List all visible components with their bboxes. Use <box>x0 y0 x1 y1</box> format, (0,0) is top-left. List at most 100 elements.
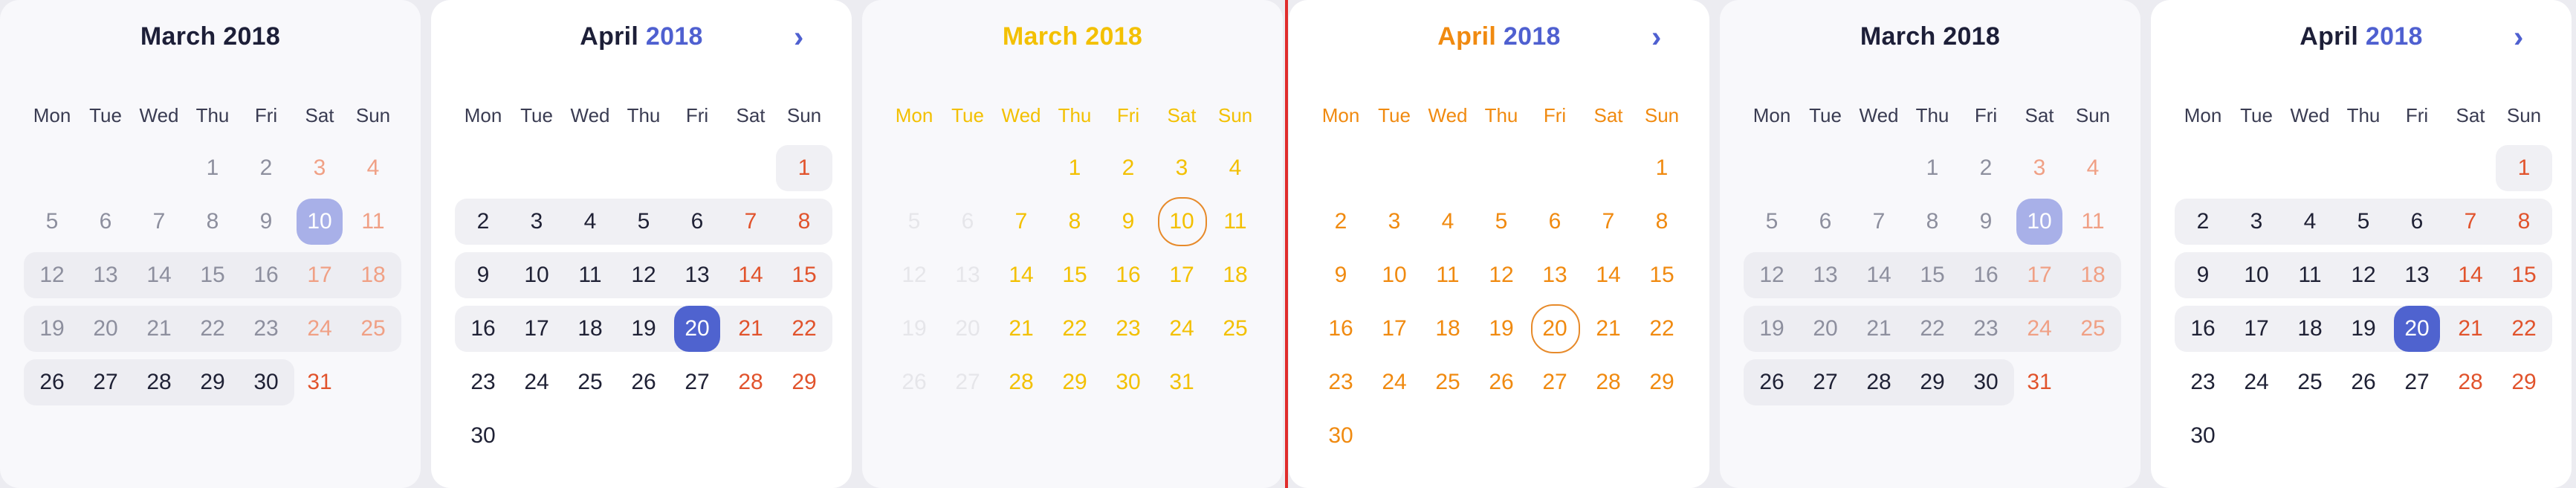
day-14[interactable]: 14 <box>2458 263 2483 287</box>
day-6[interactable]: 6 <box>690 209 704 234</box>
day-11[interactable]: 11 <box>2298 263 2322 287</box>
day-13[interactable]: 13 <box>1542 263 1567 287</box>
day-6[interactable]: 6 <box>99 209 112 234</box>
day-19[interactable]: 19 <box>39 316 65 341</box>
day-17[interactable]: 17 <box>1382 316 1407 341</box>
day-9[interactable]: 9 <box>476 263 490 287</box>
day-1[interactable]: 1 <box>206 155 219 180</box>
day-4[interactable]: 4 <box>1229 155 1242 180</box>
day-15[interactable]: 15 <box>792 263 817 287</box>
day-8[interactable]: 8 <box>1068 209 1081 234</box>
day-29[interactable]: 29 <box>1062 370 1087 394</box>
day-23[interactable]: 23 <box>253 316 279 341</box>
day-9[interactable]: 9 <box>2196 263 2210 287</box>
day-13[interactable]: 13 <box>93 263 118 287</box>
day-23[interactable]: 23 <box>1973 316 1999 341</box>
day-25[interactable]: 25 <box>1223 316 1248 341</box>
day-19[interactable]: 19 <box>2351 316 2376 341</box>
day-1[interactable]: 1 <box>1926 155 1939 180</box>
day-16[interactable]: 16 <box>2190 316 2216 341</box>
day-24[interactable]: 24 <box>524 370 549 394</box>
day-12[interactable]: 12 <box>1489 263 1514 287</box>
day-5[interactable]: 5 <box>637 209 650 234</box>
day-18[interactable]: 18 <box>2080 263 2106 287</box>
day-13[interactable]: 13 <box>1813 263 1838 287</box>
day-28[interactable]: 28 <box>738 370 763 394</box>
day-24[interactable]: 24 <box>1169 316 1194 341</box>
day-6[interactable]: 6 <box>961 209 974 234</box>
day-1[interactable]: 1 <box>797 155 811 180</box>
day-29[interactable]: 29 <box>1920 370 1945 394</box>
day-4[interactable]: 4 <box>2086 155 2100 180</box>
day-24[interactable]: 24 <box>2244 370 2269 394</box>
day-14[interactable]: 14 <box>1009 263 1034 287</box>
day-23[interactable]: 23 <box>470 370 496 394</box>
day-19[interactable]: 19 <box>1759 316 1784 341</box>
day-31[interactable]: 31 <box>307 370 332 394</box>
day-25[interactable]: 25 <box>2297 370 2323 394</box>
day-25[interactable]: 25 <box>577 370 603 394</box>
day-2[interactable]: 2 <box>1334 209 1347 234</box>
day-21[interactable]: 21 <box>738 316 763 341</box>
day-18[interactable]: 18 <box>1435 316 1460 341</box>
day-9[interactable]: 9 <box>1122 209 1135 234</box>
day-17[interactable]: 17 <box>2027 263 2052 287</box>
day-7[interactable]: 7 <box>1602 209 1615 234</box>
day-15[interactable]: 15 <box>1062 263 1087 287</box>
day-8[interactable]: 8 <box>206 209 219 234</box>
day-8[interactable]: 8 <box>797 209 811 234</box>
day-3[interactable]: 3 <box>313 155 326 180</box>
day-11[interactable]: 11 <box>1436 263 1460 287</box>
day-14[interactable]: 14 <box>1596 263 1621 287</box>
day-2[interactable]: 2 <box>1122 155 1135 180</box>
day-5[interactable]: 5 <box>2357 209 2370 234</box>
day-19[interactable]: 19 <box>902 316 927 341</box>
day-19[interactable]: 19 <box>631 316 656 341</box>
day-28[interactable]: 28 <box>1596 370 1621 394</box>
day-20[interactable]: 20 <box>1813 316 1838 341</box>
day-5[interactable]: 5 <box>907 209 921 234</box>
day-4[interactable]: 4 <box>1441 209 1454 234</box>
day-16[interactable]: 16 <box>1116 263 1141 287</box>
day-11[interactable]: 11 <box>578 263 602 287</box>
day-16[interactable]: 16 <box>470 316 496 341</box>
day-27[interactable]: 27 <box>93 370 118 394</box>
day-22[interactable]: 22 <box>200 316 225 341</box>
day-7[interactable]: 7 <box>744 209 757 234</box>
day-11[interactable]: 11 <box>2081 209 2105 234</box>
day-17[interactable]: 17 <box>307 263 332 287</box>
day-2[interactable]: 2 <box>259 155 273 180</box>
day-28[interactable]: 28 <box>146 370 172 394</box>
day-21[interactable]: 21 <box>1596 316 1621 341</box>
day-22[interactable]: 22 <box>1062 316 1087 341</box>
day-13[interactable]: 13 <box>2404 263 2430 287</box>
day-7[interactable]: 7 <box>1014 209 1028 234</box>
day-27[interactable]: 27 <box>1542 370 1567 394</box>
day-1[interactable]: 1 <box>2517 155 2531 180</box>
day-25[interactable]: 25 <box>1435 370 1460 394</box>
day-3[interactable]: 3 <box>1388 209 1401 234</box>
day-16[interactable]: 16 <box>253 263 279 287</box>
day-20[interactable]: 20 <box>2404 316 2430 341</box>
day-30[interactable]: 30 <box>1973 370 1999 394</box>
day-7[interactable]: 7 <box>1872 209 1886 234</box>
day-3[interactable]: 3 <box>2250 209 2263 234</box>
day-9[interactable]: 9 <box>259 209 273 234</box>
day-6[interactable]: 6 <box>2410 209 2424 234</box>
day-24[interactable]: 24 <box>1382 370 1407 394</box>
day-18[interactable]: 18 <box>577 316 603 341</box>
day-22[interactable]: 22 <box>792 316 817 341</box>
day-20[interactable]: 20 <box>955 316 980 341</box>
day-29[interactable]: 29 <box>2511 370 2537 394</box>
day-27[interactable]: 27 <box>1813 370 1838 394</box>
day-26[interactable]: 26 <box>631 370 656 394</box>
day-22[interactable]: 22 <box>2511 316 2537 341</box>
day-26[interactable]: 26 <box>902 370 927 394</box>
day-10[interactable]: 10 <box>307 209 332 234</box>
day-28[interactable]: 28 <box>1866 370 1891 394</box>
day-24[interactable]: 24 <box>307 316 332 341</box>
day-11[interactable]: 11 <box>1223 209 1247 234</box>
day-29[interactable]: 29 <box>1649 370 1674 394</box>
day-15[interactable]: 15 <box>1649 263 1674 287</box>
day-23[interactable]: 23 <box>2190 370 2216 394</box>
